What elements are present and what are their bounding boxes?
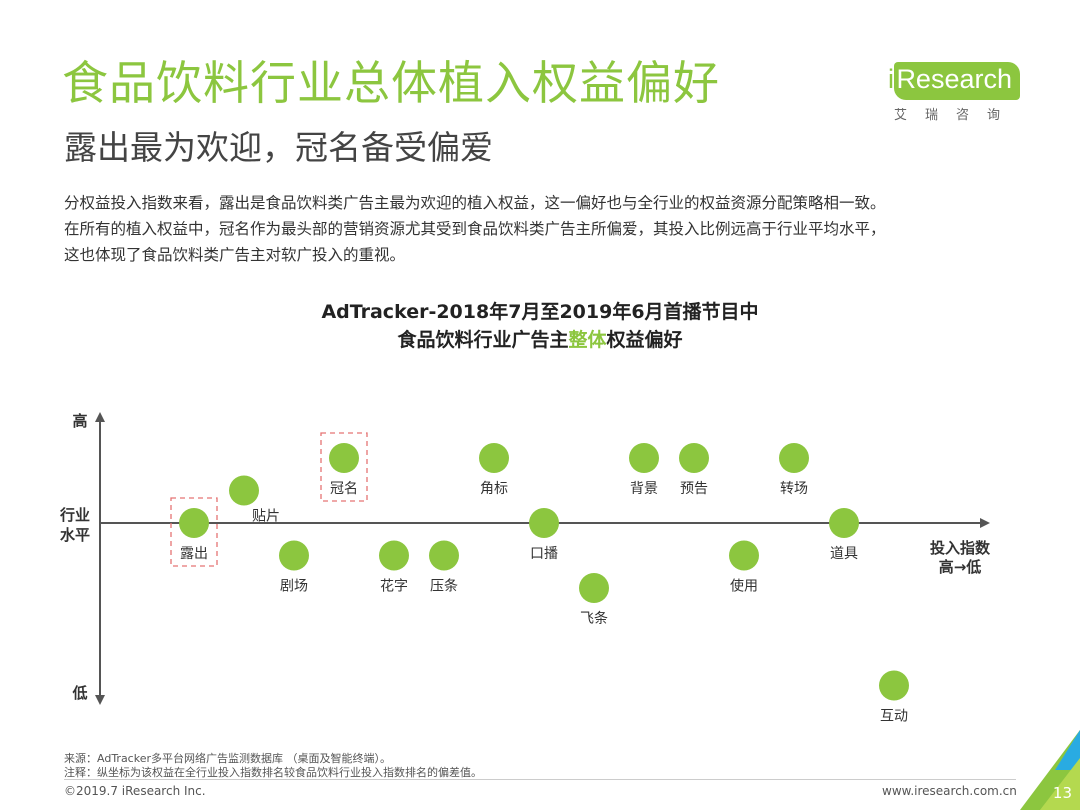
point-12-label: 使用 [730, 578, 758, 595]
y-axis-mid-label-1: 行业 [59, 506, 90, 524]
logo-name: Research [896, 64, 1012, 94]
point-11-marker [679, 443, 709, 473]
point-4-label: 冠名 [330, 481, 358, 497]
point-10-label: 背景 [630, 481, 658, 497]
x-axis-arrow [980, 518, 990, 528]
logo-chinese: 艾瑞咨询 [893, 108, 1018, 123]
point-3-marker [279, 540, 309, 571]
point-7-marker [479, 443, 509, 473]
description-line-1: 分权益投入指数来看，露出是食品饮料类广告主最为欢迎的植入权益，这一偏好也与全行业… [64, 194, 886, 212]
y-axis-bottom-label: 低 [71, 684, 87, 702]
point-1-marker [179, 508, 209, 538]
logo-i: i [888, 64, 894, 94]
point-8-label: 口播 [530, 546, 558, 562]
point-1-highlight-box [170, 497, 218, 567]
y-axis-mid-label-2: 水平 [60, 526, 90, 544]
point-15-marker [879, 670, 909, 701]
point-5-label: 花字 [380, 579, 408, 595]
x-axis-label-2: 高→低 [939, 558, 982, 576]
chart-title: AdTracker-2018年7月至2019年6月首播节目中 食品饮料行业广告主… [0, 298, 1080, 354]
logo-badge [894, 62, 1020, 100]
website-link[interactable]: www.iresearch.com.cn [882, 784, 1017, 798]
chart-title-suffix: 权益偏好 [606, 329, 683, 351]
point-13-marker [779, 443, 809, 473]
note-text: 注释：纵坐标为该权益在全行业投入指数排名较食品饮料行业投入指数排名的偏差值。 [64, 766, 482, 779]
point-6-label: 压条 [430, 578, 458, 595]
point-6-marker [429, 540, 459, 571]
point-14-label: 道具 [830, 546, 858, 562]
page-subtitle: 露出最为欢迎，冠名备受偏爱 [64, 128, 493, 167]
x-axis-label-1: 投入指数 [930, 539, 991, 557]
point-5-marker [379, 540, 409, 571]
copyright-text: ©2019.7 iResearch Inc. [64, 784, 206, 798]
page-number: 13 [1052, 784, 1072, 802]
footer-divider [64, 779, 1016, 780]
point-13-label: 转场 [780, 481, 808, 497]
y-axis-arrow-up [95, 412, 105, 422]
chart-title-prefix: 食品饮料行业广告主 [397, 329, 569, 351]
description-line-3: 这也体现了食品饮料类广告主对软广投入的重视。 [64, 246, 406, 264]
point-8-marker [529, 508, 559, 538]
iresearch-logo: i Research 艾瑞咨询 [888, 60, 1020, 124]
point-11-label: 预告 [680, 481, 708, 497]
source-text: 来源：AdTracker多平台网络广告监测数据库 （桌面及智能终端）。 [64, 752, 391, 765]
page-title: 食品饮料行业总体植入权益偏好 [62, 56, 720, 110]
description: 分权益投入指数来看，露出是食品饮料类广告主最为欢迎的植入权益，这一偏好也与全行业… [64, 190, 1024, 268]
point-4-marker [329, 443, 359, 473]
point-15-label: 互动 [880, 709, 908, 725]
point-12-marker [729, 540, 759, 571]
point-4-highlight-box [320, 432, 368, 502]
point-9-marker [579, 573, 609, 603]
point-14-marker [829, 508, 859, 538]
point-10-marker [629, 443, 659, 473]
chart-title-line-1: AdTracker-2018年7月至2019年6月首播节目中 [321, 301, 759, 323]
y-axis-top-label: 高 [72, 412, 87, 430]
y-axis-arrow-down [95, 695, 105, 705]
point-2-label: 贴片 [252, 509, 280, 525]
point-9-label: 飞条 [580, 610, 608, 627]
point-2-marker [229, 475, 259, 506]
chart-title-line-2: 食品饮料行业广告主整体权益偏好 [0, 326, 1080, 354]
point-1-label: 露出 [180, 546, 208, 562]
point-7-label: 角标 [480, 481, 508, 497]
chart-title-highlight: 整体 [568, 329, 607, 351]
description-line-2: 在所有的植入权益中，冠名作为最头部的营销资源尤其受到食品饮料类广告主所偏爱，其投… [64, 220, 886, 238]
point-3-label: 剧场 [280, 579, 308, 595]
page-corner-decoration [1020, 730, 1080, 810]
